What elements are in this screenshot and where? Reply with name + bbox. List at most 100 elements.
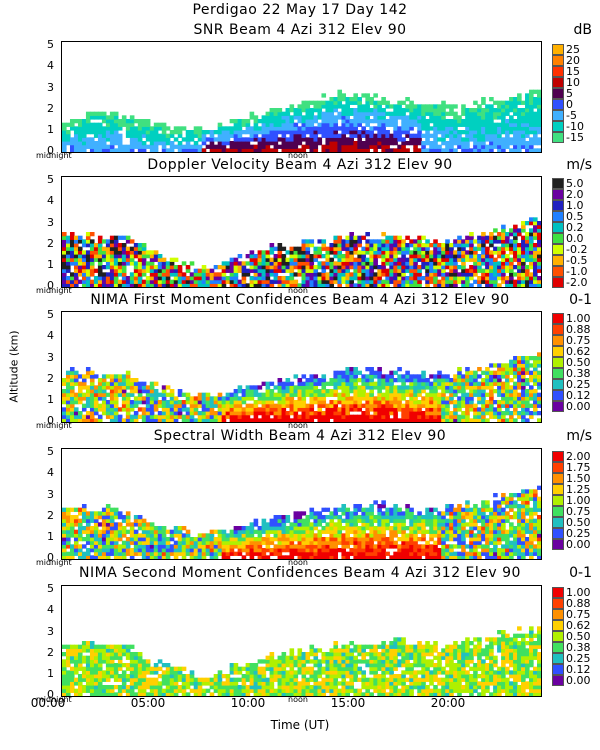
heatmap-cell: [97, 551, 103, 556]
heatmap-cell: [525, 396, 530, 401]
heatmap-cell: [165, 276, 171, 281]
heatmap-cell: [345, 100, 350, 105]
heatmap-cell: [529, 389, 534, 394]
heatmap-cell: [409, 276, 414, 281]
heatmap-cell: [473, 370, 478, 375]
heatmap-cell: [253, 254, 259, 259]
heatmap-cell: [373, 414, 378, 419]
heatmap-cell: [281, 526, 287, 531]
heatmap-cell: [289, 392, 295, 397]
heatmap-cell: [141, 411, 147, 416]
heatmap-cell: [257, 400, 263, 405]
heatmap-cell: [321, 381, 327, 386]
heatmap-cell: [241, 544, 247, 549]
heatmap-cell: [133, 396, 139, 401]
heatmap-cell: [265, 283, 271, 287]
y-tick-label: 2: [47, 371, 54, 385]
heatmap-cell: [265, 276, 271, 281]
heatmap-cell: [81, 515, 87, 520]
heatmap-cell: [149, 522, 155, 527]
heatmap-cell: [113, 268, 119, 273]
heatmap-cell: [253, 272, 259, 277]
heatmap-cell: [353, 548, 358, 553]
heatmap-cell: [365, 276, 370, 281]
heatmap-cell: [429, 265, 434, 270]
heatmap-cell: [429, 526, 434, 531]
heatmap-cell: [333, 141, 339, 146]
heatmap-cell: [513, 381, 518, 386]
heatmap-cell: [273, 126, 279, 131]
heatmap-cell: [341, 111, 347, 116]
heatmap-cell: [213, 537, 219, 542]
y-tick-label: 2: [47, 101, 54, 115]
heatmap-cell: [85, 400, 91, 405]
heatmap-cell: [445, 403, 450, 408]
heatmap-cell: [113, 407, 119, 412]
heatmap-cell: [505, 389, 510, 394]
heatmap-cell: [433, 111, 438, 116]
heatmap-cell: [517, 268, 522, 273]
heatmap-cell: [401, 403, 406, 408]
heatmap-cell: [517, 374, 522, 379]
heatmap-cell: [73, 407, 79, 412]
heatmap-cell: [325, 261, 331, 266]
heatmap-cell: [161, 407, 167, 412]
heatmap-cell: [529, 283, 534, 287]
heatmap-cell: [65, 526, 71, 531]
heatmap-cell: [405, 133, 410, 138]
heatmap-cell: [433, 551, 438, 556]
heatmap-cell: [445, 239, 450, 244]
heatmap-cell: [501, 130, 506, 135]
heatmap-cell: [309, 400, 315, 405]
heatmap-cell: [253, 400, 259, 405]
heatmap-cell: [62, 551, 67, 556]
heatmap-cell: [445, 533, 450, 538]
heatmap-cell: [153, 126, 159, 131]
heatmap-cell: [85, 272, 91, 277]
heatmap-cell: [217, 276, 223, 281]
heatmap-cell: [125, 235, 131, 240]
heatmap-cell: [93, 403, 99, 408]
heatmap-cell: [513, 122, 518, 127]
heatmap-cell: [117, 544, 123, 549]
heatmap-cell: [473, 268, 478, 273]
heatmap-cell: [77, 246, 83, 251]
heatmap-cell: [62, 239, 67, 244]
heatmap-cell: [277, 108, 283, 113]
heatmap-cell: [265, 548, 271, 553]
heatmap-cell: [301, 537, 307, 542]
heatmap-cell: [317, 544, 323, 549]
heatmap-cell: [97, 133, 103, 138]
heatmap-cell: [465, 144, 470, 149]
heatmap-cell: [281, 518, 287, 523]
heatmap-cell: [93, 555, 99, 559]
heatmap-cell: [253, 518, 259, 523]
heatmap-cell: [109, 400, 115, 405]
heatmap-cell: [517, 133, 522, 138]
heatmap-cell: [137, 392, 143, 397]
heatmap-cell: [121, 518, 127, 523]
heatmap-cell: [361, 389, 366, 394]
heatmap-cell: [277, 276, 283, 281]
heatmap-cell: [165, 126, 171, 131]
heatmap-cell: [189, 396, 195, 401]
heatmap-cell: [353, 555, 358, 559]
heatmap-cell: [389, 235, 394, 240]
heatmap-cell: [289, 108, 295, 113]
heatmap-cell: [257, 265, 263, 270]
heatmap-cell: [329, 548, 335, 553]
heatmap-cell: [221, 529, 227, 534]
heatmap-cell: [301, 126, 307, 131]
heatmap-cell: [449, 141, 454, 146]
heatmap-cell: [317, 555, 323, 559]
heatmap-cell: [281, 115, 287, 120]
heatmap-cell: [197, 418, 203, 422]
heatmap-cell: [433, 522, 438, 527]
heatmap-cell: [397, 537, 402, 542]
heatmap-cell: [253, 403, 259, 408]
heatmap-cell: [465, 111, 470, 116]
heatmap-cell: [509, 268, 514, 273]
heatmap-cell: [433, 265, 438, 270]
heatmap-cell: [85, 283, 91, 287]
heatmap-cell: [341, 130, 347, 135]
